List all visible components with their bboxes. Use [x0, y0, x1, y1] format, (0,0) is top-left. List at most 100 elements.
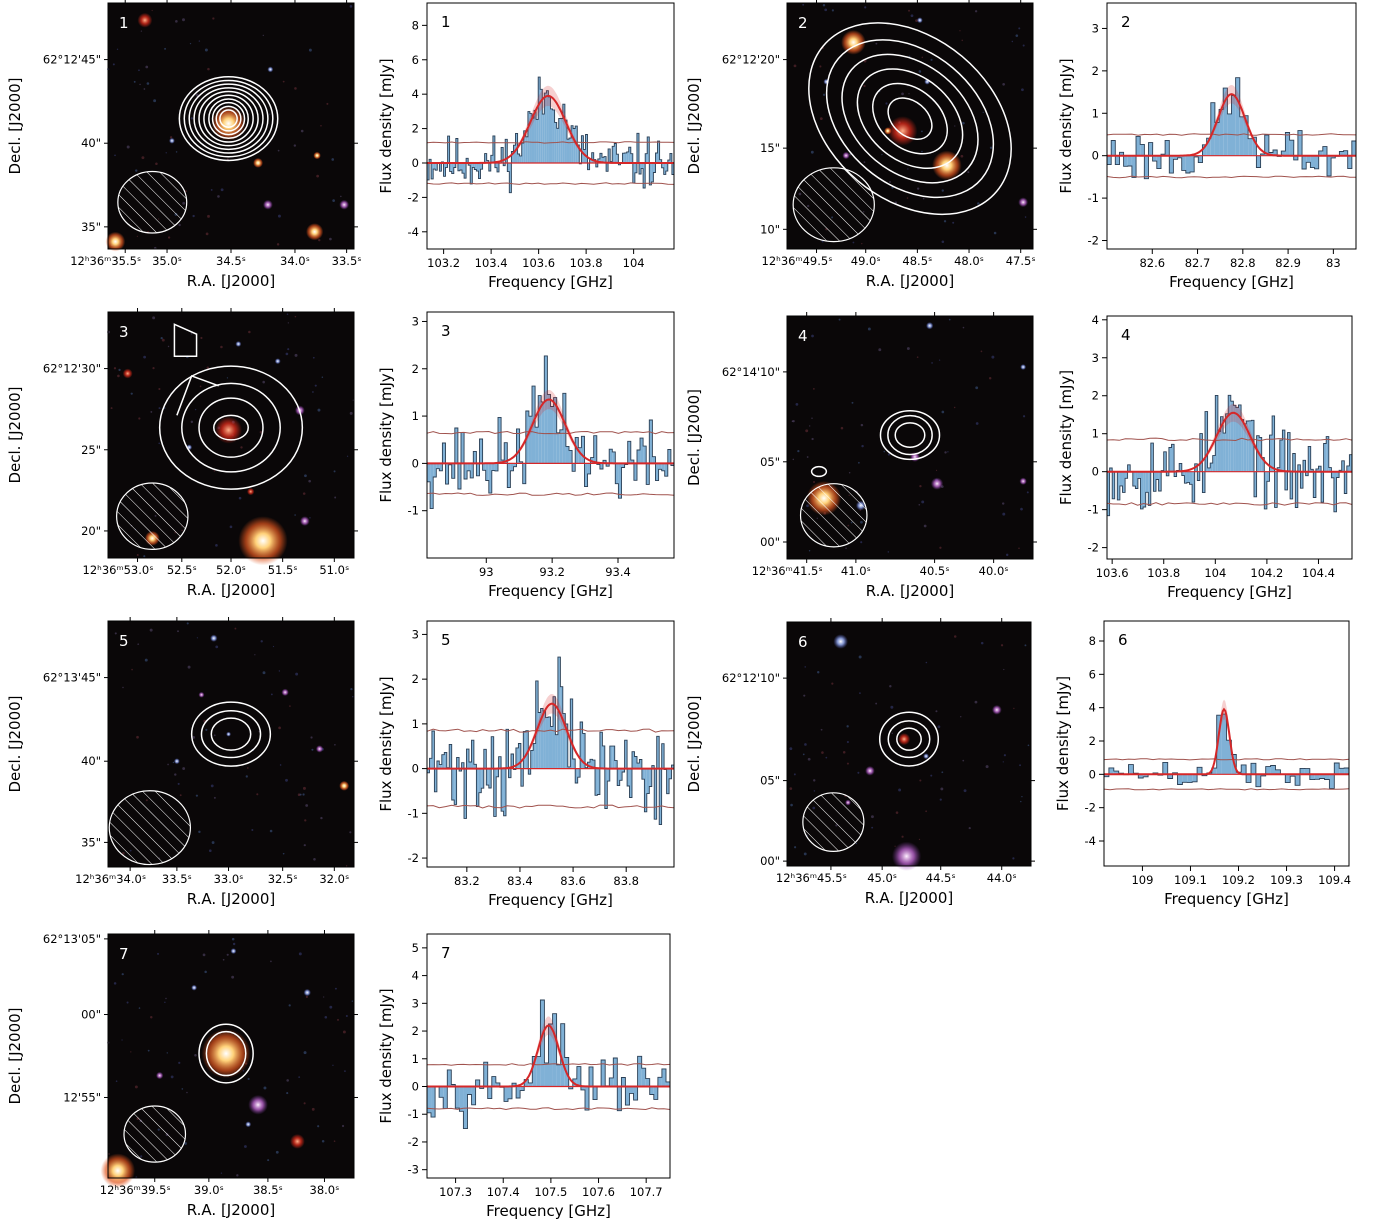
spectrum-channel — [1124, 156, 1128, 167]
background-source — [161, 337, 163, 339]
flux-axis-label: Flux density [mJy] — [1054, 676, 1072, 811]
background-source — [256, 793, 258, 795]
background-source — [318, 409, 321, 412]
background-source — [1012, 857, 1014, 859]
background-source — [227, 954, 229, 956]
background-source — [174, 773, 176, 775]
spectrum-channel — [433, 463, 436, 477]
background-source — [352, 1001, 353, 1002]
background-source — [907, 347, 910, 350]
background-source — [922, 57, 923, 58]
background-source — [881, 154, 882, 155]
background-source — [821, 751, 824, 754]
spectrum-channel — [1198, 156, 1202, 163]
y-tick-label: 3 — [412, 627, 419, 641]
background-source — [139, 1007, 141, 1009]
ra-axis-label: R.A. [J2000] — [187, 1201, 276, 1219]
y-tick-label: 0 — [412, 156, 419, 170]
spectrum-channel — [1352, 141, 1356, 156]
y-tick-label: 3 — [412, 314, 419, 328]
background-source — [811, 438, 813, 440]
spectrum-channel — [516, 1087, 520, 1098]
ra-tick-label: 45.0ˢ — [867, 871, 897, 885]
background-source — [883, 451, 885, 453]
x-tick-label: 82.6 — [1139, 256, 1165, 270]
background-source — [158, 388, 160, 390]
galaxy-source — [191, 985, 197, 991]
background-source — [1003, 669, 1004, 670]
y-tick-label: -1 — [408, 1107, 419, 1121]
background-source — [167, 1052, 168, 1053]
background-source — [141, 31, 142, 32]
background-source — [875, 703, 877, 705]
background-source — [246, 775, 248, 777]
background-source — [164, 48, 166, 50]
spectrum-channel — [589, 1067, 593, 1087]
dec-tick-label: 62°12'20" — [722, 53, 780, 67]
spectrum-channel — [600, 463, 603, 469]
background-source — [1021, 88, 1024, 91]
background-source — [954, 407, 955, 408]
background-source — [858, 462, 860, 464]
x-tick-label: 83.4 — [507, 874, 533, 888]
background-source — [871, 827, 873, 829]
spectrum-channel — [1187, 774, 1192, 782]
background-source — [1020, 801, 1021, 802]
background-source — [262, 381, 265, 384]
spectrum-channel — [1169, 156, 1173, 173]
background-source — [153, 99, 156, 102]
ra-tick-label: 41.0ˢ — [841, 564, 871, 578]
flux-axis-label: Flux density [mJy] — [1057, 58, 1075, 193]
spectrum-channel — [452, 463, 455, 478]
background-source — [283, 81, 285, 83]
frequency-axis-label: Frequency [GHz] — [1167, 583, 1292, 601]
background-source — [139, 84, 140, 85]
background-source — [825, 757, 827, 759]
background-source — [299, 952, 302, 955]
galaxy-source — [316, 745, 323, 752]
background-source — [917, 356, 919, 358]
background-source — [145, 659, 148, 662]
background-source — [231, 976, 234, 979]
y-tick-label: -2 — [1088, 541, 1099, 555]
background-source — [1016, 34, 1019, 37]
spectrum-channel — [1197, 767, 1202, 774]
galaxy-source — [245, 1121, 251, 1127]
target-galaxy — [226, 732, 231, 737]
spectrum-channel — [1182, 774, 1187, 782]
dec-tick-label: 62°13'45" — [43, 671, 101, 685]
background-source — [332, 1065, 333, 1066]
x-tick-label: 82.8 — [1230, 256, 1256, 270]
background-source — [852, 402, 854, 404]
spectrum-channel — [634, 1087, 638, 1101]
ra-tick-label: 40.0ˢ — [979, 564, 1009, 578]
panel-id-label: 6 — [798, 633, 808, 651]
spectrum-channel — [1107, 156, 1111, 165]
dec-axis-label: Decl. [J2000] — [6, 77, 24, 174]
spectrum-channel — [643, 446, 646, 463]
background-source — [841, 427, 844, 430]
background-source — [113, 63, 115, 65]
background-source — [907, 168, 908, 169]
spectrum-channel — [1129, 765, 1134, 775]
background-source — [921, 500, 924, 503]
background-source — [819, 65, 821, 67]
background-source — [809, 550, 810, 551]
background-source — [207, 68, 210, 71]
galaxy-source — [917, 17, 923, 23]
background-source — [908, 10, 910, 12]
background-source — [977, 202, 980, 205]
y-tick-label: 1 — [412, 409, 419, 423]
target-galaxy — [888, 116, 918, 146]
x-tick-label: 107.4 — [487, 1185, 520, 1199]
background-source — [248, 1078, 250, 1080]
background-source — [135, 169, 137, 171]
spectrum-channel — [1178, 774, 1183, 784]
spectrum-channel — [508, 1087, 512, 1099]
background-source — [921, 151, 923, 153]
ra-tick-label: 52.5ˢ — [167, 563, 197, 577]
background-source — [343, 1031, 346, 1034]
ra-tick-label: 32.0ˢ — [319, 872, 349, 886]
